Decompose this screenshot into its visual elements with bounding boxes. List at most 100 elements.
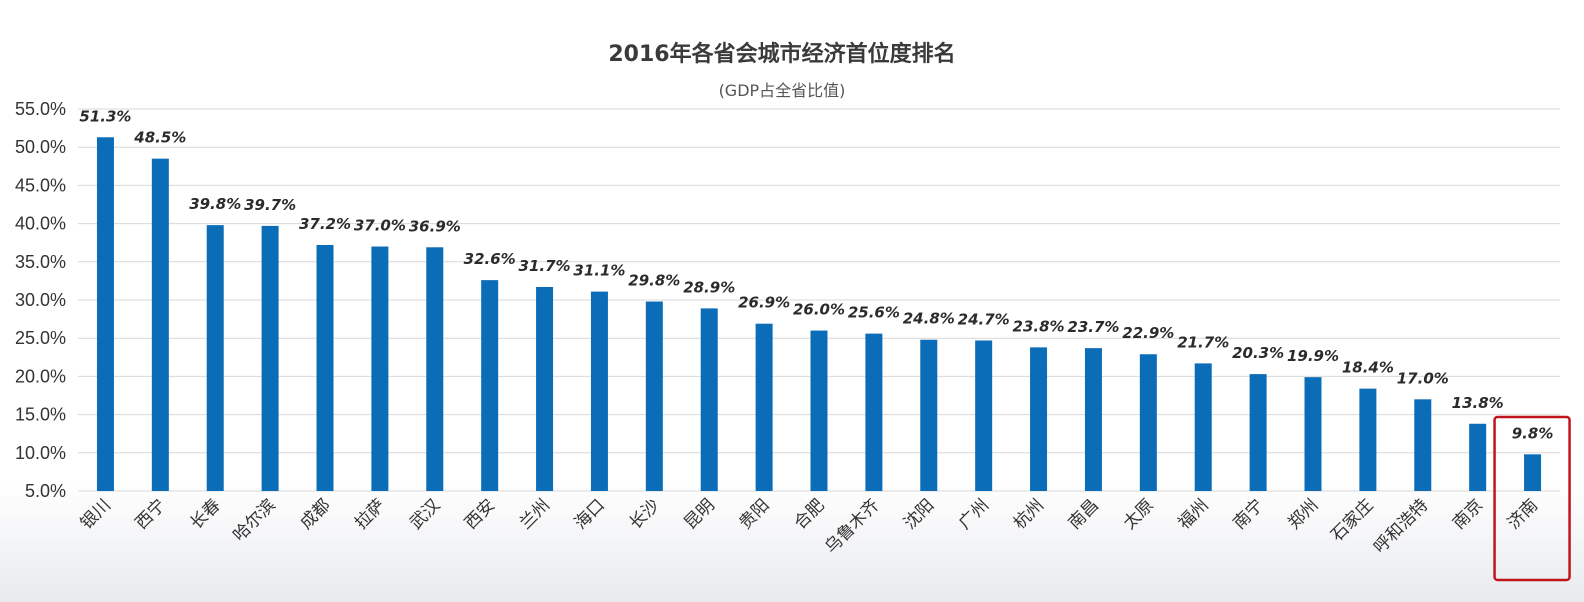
x-tick-label: 拉萨 (351, 495, 389, 533)
x-tick-label: 南昌 (1065, 495, 1103, 533)
y-tick-label: 15.0% (15, 405, 66, 425)
x-tick-label: 太原 (1120, 495, 1158, 533)
data-label: 23.8% (1013, 317, 1065, 335)
data-label: 39.7% (244, 196, 296, 214)
data-label: 19.9% (1287, 347, 1339, 365)
data-label: 24.8% (903, 310, 955, 328)
bar (481, 280, 499, 491)
bar (1030, 347, 1048, 491)
y-tick-label: 25.0% (15, 328, 66, 348)
bar (1469, 423, 1487, 491)
data-label: 29.8% (628, 272, 680, 290)
data-label: 28.9% (683, 278, 735, 296)
bar (700, 308, 718, 491)
bar (1414, 399, 1432, 491)
bar (920, 339, 938, 491)
x-tick-label: 哈尔滨 (229, 495, 279, 545)
bar (96, 137, 114, 491)
x-tick-label: 南宁 (1229, 495, 1267, 533)
x-tick-label: 长沙 (626, 495, 664, 533)
data-label: 23.7% (1067, 318, 1119, 336)
data-label: 48.5% (133, 129, 186, 147)
data-label: 26.9% (738, 294, 790, 312)
x-tick-label: 武汉 (406, 495, 444, 533)
bar (261, 225, 279, 491)
y-tick-label: 35.0% (15, 252, 66, 272)
bar (1359, 388, 1377, 491)
data-label: 37.2% (299, 215, 351, 233)
data-label: 26.0% (793, 301, 845, 319)
data-label: 17.0% (1397, 369, 1449, 387)
x-tick-label: 兰州 (516, 495, 554, 533)
bar (810, 330, 828, 491)
bar (1194, 363, 1212, 491)
x-tick-label: 西宁 (132, 495, 170, 533)
data-label: 25.6% (848, 304, 900, 322)
data-label: 24.7% (958, 310, 1010, 328)
data-label: 37.0% (354, 217, 406, 235)
x-tick-label: 石家庄 (1327, 495, 1377, 545)
bar (426, 247, 444, 491)
bar (975, 340, 993, 491)
highlight-box (1493, 415, 1571, 582)
x-tick-label: 南京 (1449, 495, 1487, 533)
x-axis-ticks: 银川 西宁 长春 哈尔滨 成都 拉萨 武汉 西安 兰州 海口 长沙 昆明 贵阳 合肥乌鲁木齐 沈阳 广州 杭州南… (77, 495, 1542, 557)
data-label: 13.8% (1452, 394, 1504, 412)
x-tick-label: 沈阳 (900, 495, 938, 533)
data-label: 51.3% (79, 107, 131, 125)
x-tick-label: 昆明 (681, 495, 719, 533)
data-label: 18.4% (1342, 359, 1394, 377)
x-tick-label: 乌鲁木齐 (821, 495, 883, 557)
bar (1249, 374, 1267, 491)
bar (1304, 377, 1322, 491)
y-tick-label: 45.0% (15, 175, 66, 195)
data-label: 31.7% (519, 257, 571, 275)
y-tick-label: 20.0% (15, 366, 66, 386)
bars (96, 137, 1542, 492)
data-label: 20.3% (1232, 344, 1284, 362)
data-label: 32.6% (464, 250, 516, 268)
x-tick-label: 福州 (1175, 495, 1213, 533)
bar (206, 225, 224, 492)
chart-title: 2016年各省会城市经济首位度排名 (608, 41, 955, 67)
x-tick-label: 银川 (77, 495, 115, 533)
data-labels: 51.3%48.5% 39.8% 39.7%37.2% 37.0% 36.9%32.6%… (79, 107, 1553, 442)
highlight-layer (1493, 415, 1571, 582)
bar (645, 301, 663, 491)
bar (371, 246, 389, 491)
x-tick-label: 贵阳 (735, 495, 773, 533)
data-label: 9.8% (1512, 424, 1554, 442)
x-tick-label: 济南 (1504, 495, 1542, 533)
x-tick-label: 合肥 (790, 495, 828, 533)
bar (1084, 348, 1102, 491)
bar (590, 291, 608, 491)
data-label: 22.9% (1122, 324, 1174, 342)
x-tick-label: 郑州 (1284, 495, 1322, 533)
x-tick-label: 广州 (955, 495, 993, 533)
y-tick-label: 5.0% (25, 481, 66, 501)
x-tick-label: 长春 (187, 495, 225, 533)
bar (865, 333, 883, 491)
y-tick-label: 50.0% (15, 137, 66, 157)
data-label: 36.9% (409, 217, 461, 235)
x-tick-label: 呼和浩特 (1370, 495, 1432, 557)
x-tick-label: 西安 (461, 495, 499, 533)
chart-subtitle: (GDP占全省比值) (719, 81, 846, 100)
y-axis-ticks: 5.0% 10.0% 15.0% 20.0% 25.0% 30.0% 35.0% 40.0% 4… (15, 99, 66, 501)
x-tick-label: 成都 (296, 495, 334, 533)
data-label: 39.8% (189, 195, 241, 213)
y-tick-label: 30.0% (15, 290, 66, 310)
bar (316, 244, 334, 491)
bar (536, 287, 554, 491)
y-tick-label: 55.0% (15, 99, 66, 119)
bar (151, 158, 169, 491)
bar (1139, 354, 1157, 491)
bar (755, 323, 773, 491)
y-tick-label: 10.0% (15, 443, 66, 463)
data-label: 31.1% (573, 262, 625, 280)
y-tick-label: 40.0% (15, 214, 66, 234)
bar (1524, 454, 1542, 491)
data-label: 21.7% (1177, 333, 1229, 351)
x-tick-label: 杭州 (1010, 495, 1048, 533)
